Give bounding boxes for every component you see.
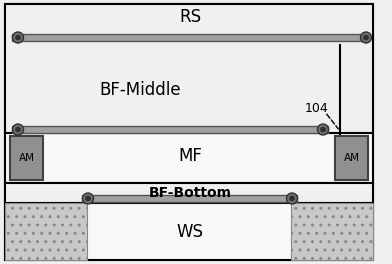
Text: BF-Bottom: BF-Bottom <box>149 186 232 200</box>
Circle shape <box>321 127 325 132</box>
Bar <box>5 133 373 183</box>
Circle shape <box>16 35 20 40</box>
Circle shape <box>287 193 298 204</box>
Circle shape <box>13 124 24 135</box>
Circle shape <box>290 196 294 201</box>
Text: AM: AM <box>343 153 359 163</box>
Text: MF: MF <box>178 147 202 165</box>
Bar <box>5 4 373 134</box>
Circle shape <box>16 127 20 132</box>
Text: BF-Middle: BF-Middle <box>99 81 181 99</box>
Text: AM: AM <box>18 153 34 163</box>
Circle shape <box>13 32 24 43</box>
Circle shape <box>82 193 94 204</box>
Bar <box>5 183 373 203</box>
Bar <box>12 126 328 133</box>
Bar <box>12 34 366 41</box>
Text: WS: WS <box>176 223 203 241</box>
Bar <box>335 136 368 180</box>
Circle shape <box>363 35 368 40</box>
Bar <box>82 195 297 202</box>
Text: RS: RS <box>179 8 201 26</box>
Bar <box>10 136 43 180</box>
Bar <box>5 203 87 260</box>
Bar <box>5 203 373 260</box>
Text: 104: 104 <box>305 101 329 115</box>
Circle shape <box>85 196 91 201</box>
Circle shape <box>318 124 328 135</box>
Bar <box>291 203 373 260</box>
Circle shape <box>361 32 372 43</box>
